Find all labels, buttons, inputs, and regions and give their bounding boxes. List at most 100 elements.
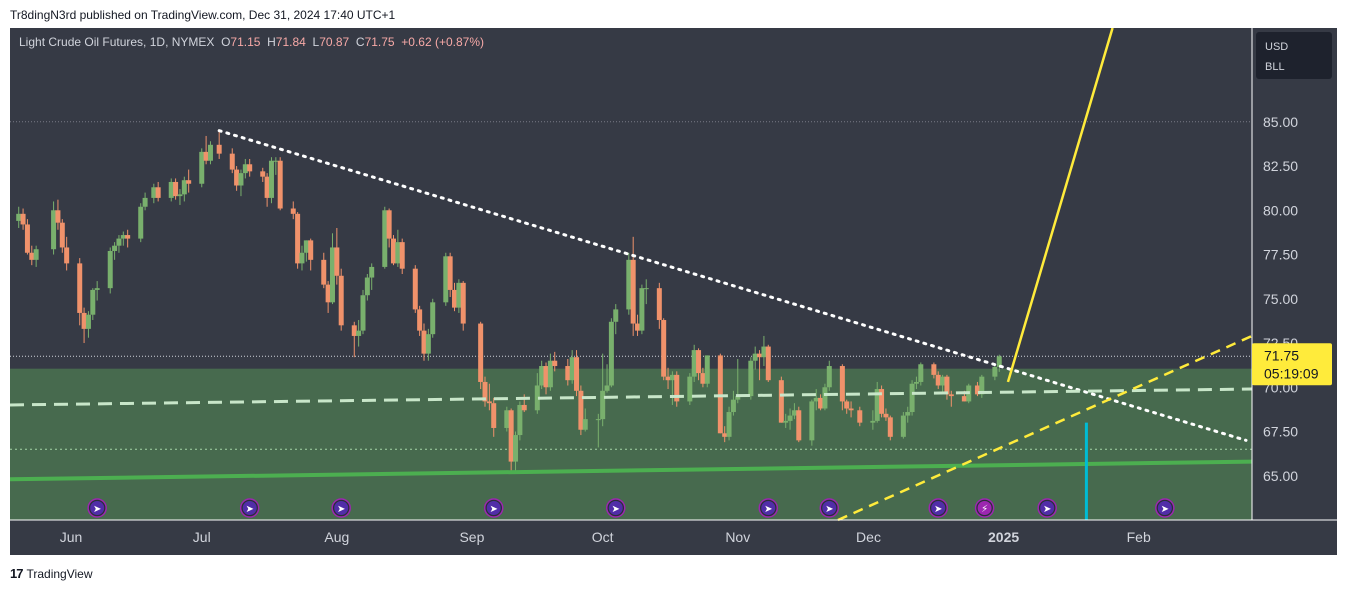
candle-body[interactable] [979,376,985,395]
candle-body[interactable] [260,171,266,177]
candle-body[interactable] [844,401,850,409]
candle-body[interactable] [24,224,30,253]
candle-body[interactable] [151,187,157,198]
candle-body[interactable] [273,160,279,162]
candle-body[interactable] [491,403,497,428]
candle-body[interactable] [839,366,845,402]
candle-body[interactable] [569,357,575,381]
candle-body[interactable] [369,266,375,278]
candle-body[interactable] [181,180,187,195]
candle-body[interactable] [85,314,91,329]
candle-body[interactable] [696,350,702,374]
candle-body[interactable] [552,360,558,367]
rising-channel-line[interactable] [837,334,1253,522]
candle-body[interactable] [395,242,401,264]
candle-body[interactable] [857,410,863,423]
candle-body[interactable] [848,408,854,411]
candle-body[interactable] [687,376,693,402]
candle-body[interactable] [944,376,950,395]
candle-body[interactable] [661,320,667,377]
candle-body[interactable] [905,412,911,416]
candle-body[interactable] [325,284,331,303]
candle-body[interactable] [303,240,309,253]
candle-body[interactable] [608,321,614,386]
candle-body[interactable] [447,256,453,290]
candle-body[interactable] [578,390,584,430]
price-axis[interactable] [1252,28,1337,555]
candle-body[interactable] [783,420,789,423]
candle-body[interactable] [338,275,344,326]
candle-body[interactable] [478,323,484,382]
currency-unit-box[interactable]: USD BLL [1256,32,1332,79]
candle-body[interactable] [900,415,906,437]
economic-event-icon[interactable]: ➤ [758,498,779,518]
candle-body[interactable] [177,194,183,197]
event-icon-fill[interactable] [1157,501,1172,515]
candle-body[interactable] [822,387,828,409]
economic-event-icon[interactable]: ➤ [928,498,948,518]
candle-body[interactable] [595,419,601,421]
candle-body[interactable] [94,288,100,290]
candle-body[interactable] [356,330,362,336]
candle-body[interactable] [229,153,235,170]
support-zone[interactable] [10,368,1252,520]
candle-body[interactable] [33,249,39,260]
candle-body[interactable] [887,417,893,437]
candle-body[interactable] [382,210,388,267]
candle-body[interactable] [996,356,1002,367]
candle-body[interactable] [364,277,370,296]
candle-body[interactable] [691,350,697,377]
candle-body[interactable] [613,309,619,322]
candle-body[interactable] [29,252,35,260]
candle-body[interactable] [717,355,723,434]
candle-body[interactable] [883,413,889,418]
candle-body[interactable] [565,366,571,381]
candle-body[interactable] [643,288,649,290]
candle-body[interactable] [299,252,305,264]
candle-body[interactable] [935,374,941,386]
economic-event-icon[interactable]: ➤ [1155,498,1175,518]
candle-body[interactable] [722,433,728,437]
candle-body[interactable] [626,259,632,310]
candle-body[interactable] [207,144,213,161]
event-icon-fill[interactable] [977,501,992,515]
candle-body[interactable] [639,288,645,331]
candle-body[interactable] [909,383,915,413]
candle-body[interactable] [168,181,174,198]
candle-body[interactable] [20,213,26,225]
last-price-tag[interactable] [1252,343,1332,386]
candle-body[interactable] [203,151,209,161]
candle-body[interactable] [521,404,527,411]
candle-body[interactable] [539,366,545,386]
candle-body[interactable] [452,289,458,308]
currency-label[interactable]: USD [1265,41,1289,53]
candle-body[interactable] [421,330,427,354]
candle-body[interactable] [913,381,919,384]
candle-body[interactable] [948,394,954,397]
candle-body[interactable] [809,401,815,441]
candle-body[interactable] [59,222,65,248]
candle-body[interactable] [818,397,824,409]
candle-body[interactable] [674,374,680,402]
midline-dashed[interactable] [10,387,1253,407]
event-icon-fill[interactable] [822,501,837,515]
candle-body[interactable] [730,399,736,413]
candle-body[interactable] [534,385,540,411]
candle-body[interactable] [247,164,253,172]
candle-body[interactable] [974,385,980,395]
candle-body[interactable] [726,412,732,437]
candle-body[interactable] [112,245,118,251]
candle-body[interactable] [425,334,431,354]
candle-body[interactable] [870,420,876,423]
candle-body[interactable] [77,263,83,313]
event-icon-fill[interactable] [242,501,257,515]
candle-body[interactable] [90,289,96,315]
candle-body[interactable] [635,323,641,331]
candle-body[interactable] [234,169,240,186]
candle-body[interactable] [778,380,784,423]
candle-body[interactable] [700,373,706,384]
candle-body[interactable] [787,415,793,421]
unit-label[interactable]: BLL [1265,61,1285,73]
event-icon-fill[interactable] [761,501,776,515]
candle-body[interactable] [430,302,436,335]
